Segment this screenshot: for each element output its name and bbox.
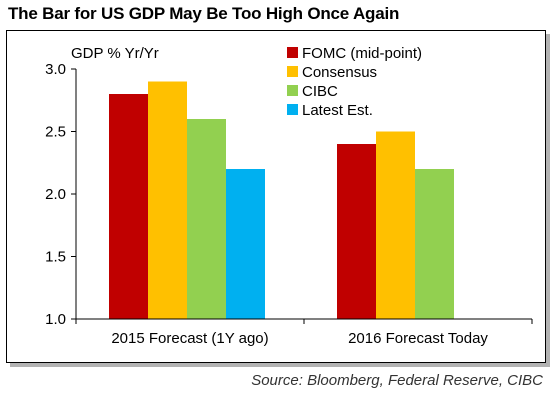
legend-label: CIBC: [302, 83, 338, 100]
bar-fomc-mid-point--1: [109, 94, 148, 319]
legend-group: FOMC (mid-point) Consensus CIBC Latest Est.: [287, 45, 422, 119]
bar-cibc-1: [187, 119, 226, 319]
legend-label: FOMC (mid-point): [302, 45, 422, 62]
y-tick-label: 1.5: [45, 249, 66, 266]
legend-swatch: [287, 85, 298, 96]
y-axis-label: GDP % Yr/Yr: [71, 45, 159, 62]
bar-consensus-2: [376, 131, 415, 319]
source-note: Source: Bloomberg, Federal Reserve, CIBC: [251, 372, 543, 389]
legend-label: Consensus: [302, 64, 377, 81]
bar-chart: GDP % Yr/Yr 1.0 1.5 2.0 2.5 3.0 2015 Forecast…: [45, 45, 533, 347]
y-tick-label: 2.0: [45, 186, 66, 203]
y-tick-label: 2.5: [45, 124, 66, 141]
x-category-label: 2015 Forecast (1Y ago): [111, 330, 268, 347]
bar-fomc-mid-point--2: [337, 144, 376, 319]
legend-swatch: [287, 66, 298, 77]
legend-swatch: [287, 104, 298, 115]
legend-label: Latest Est.: [302, 102, 373, 119]
legend-swatch: [287, 47, 298, 58]
bar-consensus-1: [148, 81, 187, 319]
y-tick-label: 3.0: [45, 61, 66, 78]
bar-latest-est--1: [226, 169, 265, 319]
chart-frame: GDP % Yr/Yr 1.0 1.5 2.0 2.5 3.0 2015 Forecast…: [6, 30, 546, 363]
bars-group: [109, 81, 454, 319]
bar-cibc-2: [415, 169, 454, 319]
axes-group: 1.0 1.5 2.0 2.5 3.0 2015 Forecast (1Y ago) 201…: [45, 61, 533, 347]
chart-title: The Bar for US GDP May Be Too High Once …: [8, 4, 400, 23]
x-category-label: 2016 Forecast Today: [348, 330, 488, 347]
y-tick-label: 1.0: [45, 311, 66, 328]
